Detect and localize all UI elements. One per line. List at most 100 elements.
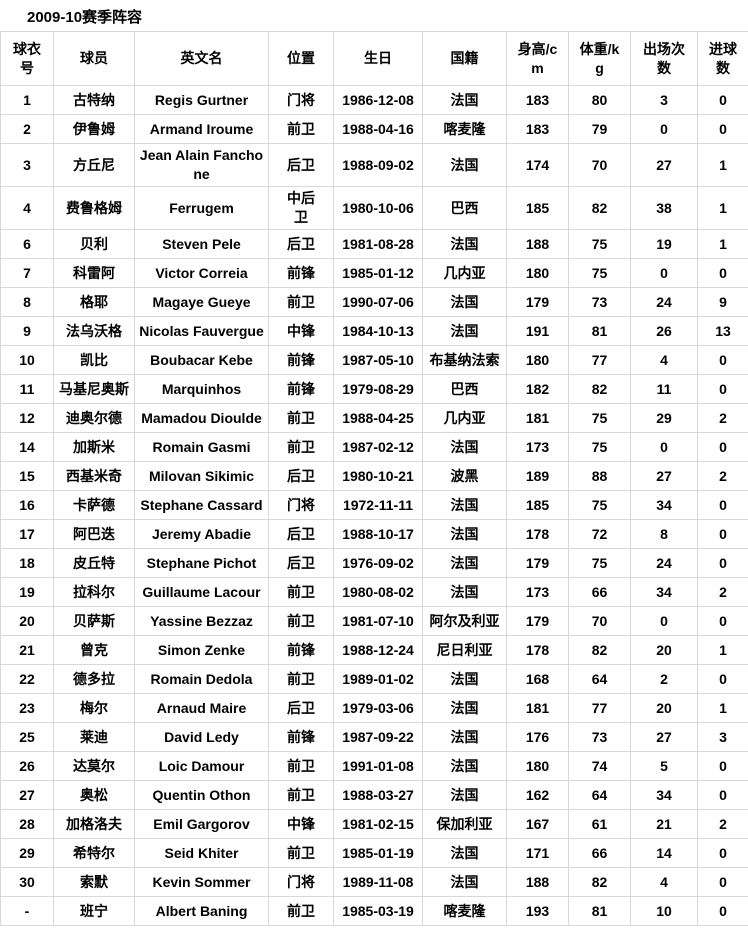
table-cell: 奥松 [53, 780, 135, 810]
table-cell: 24 [630, 548, 698, 578]
table-row: 18 皮丘特 Stephane Pichot 后卫 1976-09-02 法国 179 75 2… [0, 548, 748, 578]
table-cell-text: 前卫 [287, 786, 315, 803]
table-cell-text: 20 [19, 612, 35, 629]
table-cell: 曾克 [53, 635, 135, 665]
table-cell: 27 [0, 780, 54, 810]
table-cell: 前卫 [268, 896, 334, 926]
table-row: 12 迪奥尔德 Mamadou Dioulde 前卫 1988-04-25 几内亚 181 7… [0, 403, 748, 433]
table-cell-text: 38 [656, 199, 672, 216]
table-cell: 皮丘特 [53, 548, 135, 578]
table-cell-text: 0 [719, 380, 727, 397]
table-cell: 法国 [422, 143, 507, 187]
table-cell: 22 [0, 664, 54, 694]
table-cell-text: 保加利亚 [436, 815, 493, 832]
table-cell-text: 19 [656, 235, 672, 252]
table-cell: 26 [630, 316, 698, 346]
table-cell-text: 法国 [450, 583, 479, 600]
table-cell-text: 189 [525, 467, 550, 484]
table-row: 30 索默 Kevin Sommer 门将 1989-11-08 法国 188 82 4 0 [0, 867, 748, 897]
table-cell: 21 [630, 809, 698, 839]
table-cell-text: 法国 [450, 699, 479, 716]
table-cell-text: 11 [656, 380, 672, 397]
table-cell: 11 [0, 374, 54, 404]
table-cell: 23 [0, 693, 54, 723]
table-cell: 1985-03-19 [333, 896, 423, 926]
table-cell: 27 [630, 143, 698, 187]
table-cell-text: 梅尔 [80, 699, 108, 716]
table-cell-text: 27 [656, 156, 672, 173]
table-cell: 79 [568, 114, 631, 144]
table-cell: 0 [697, 519, 748, 549]
table-cell: 法国 [422, 751, 507, 781]
table-row: 7 科雷阿 Victor Correia 前锋 1985-01-12 几内亚 180 75 0 0 [0, 258, 748, 288]
table-cell: 19 [0, 577, 54, 607]
column-header: 球员 [53, 31, 135, 86]
table-cell: 178 [506, 519, 569, 549]
table-cell-text: 2 [719, 815, 727, 832]
table-cell-text: 1 [719, 156, 727, 173]
table-cell-text: 79 [591, 120, 608, 137]
table-cell: 法国 [422, 287, 507, 317]
table-cell-text: 0 [660, 612, 668, 629]
table-cell-text: 2 [719, 467, 727, 484]
table-cell-text: 3 [719, 728, 727, 745]
table-cell-text: 方丘尼 [73, 156, 115, 173]
table-cell: 77 [568, 693, 631, 723]
table-cell: 20 [630, 693, 698, 723]
table-cell-text: 64 [591, 670, 608, 687]
table-cell: 64 [568, 664, 631, 694]
table-cell: Ferrugem [134, 186, 269, 230]
table-cell-text: 183 [525, 120, 550, 137]
table-cell-text: Albert Baning [155, 902, 248, 919]
table-cell-text: 70 [591, 156, 608, 173]
table-cell: Boubacar Kebe [134, 345, 269, 375]
table-cell: Nicolas Fauvergue [134, 316, 269, 346]
table-cell-text: 前卫 [287, 120, 315, 137]
table-cell: 0 [697, 114, 748, 144]
table-row: 29 希特尔 Seid Khiter 前卫 1985-01-19 法国 171 66 14 0 [0, 838, 748, 868]
table-cell: 1988-12-24 [333, 635, 423, 665]
table-cell-text: 80 [591, 91, 608, 108]
table-cell-text: 10 [19, 351, 35, 368]
table-cell-text: 法国 [450, 91, 479, 108]
table-cell-text: 193 [525, 902, 550, 919]
table-cell: 181 [506, 403, 569, 433]
table-cell: 8 [630, 519, 698, 549]
table-cell: 75 [568, 258, 631, 288]
table-cell: 191 [506, 316, 569, 346]
table-cell-text: 24 [656, 554, 672, 571]
table-cell-text: Nicolas Fauvergue [139, 322, 264, 339]
table-cell: 34 [630, 577, 698, 607]
table-cell-text: 后卫 [287, 156, 315, 173]
table-cell-text: 181 [525, 409, 550, 426]
table-cell: Jean Alain Fanchone [134, 143, 269, 187]
table-cell-text: 1981-08-28 [342, 235, 414, 252]
table-cell: 卡萨德 [53, 490, 135, 520]
table-cell: 185 [506, 490, 569, 520]
table-cell: 1988-04-25 [333, 403, 423, 433]
table-cell-text: Regis Gurtner [154, 91, 249, 108]
table-cell-text: 0 [719, 496, 727, 513]
table-cell: 前锋 [268, 374, 334, 404]
table-cell-text: 1989-11-08 [342, 873, 414, 890]
table-cell: 科雷阿 [53, 258, 135, 288]
table-cell-text: 29 [656, 409, 672, 426]
table-cell: 1991-01-08 [333, 751, 423, 781]
table-cell: 0 [697, 85, 748, 115]
table-cell: 古特纳 [53, 85, 135, 115]
table-cell-text: 后卫 [287, 525, 315, 542]
table-cell: 1981-08-28 [333, 229, 423, 259]
table-cell: 0 [697, 548, 748, 578]
table-row: 6 贝利 Steven Pele 后卫 1981-08-28 法国 188 75 19 1 [0, 229, 748, 259]
table-cell: 181 [506, 693, 569, 723]
table-cell-text: 3 [660, 91, 668, 108]
table-cell-text: 9 [719, 293, 727, 310]
table-cell-text: 34 [656, 786, 672, 803]
table-cell-text: Armand Iroume [149, 120, 254, 137]
table-cell-text: 82 [591, 641, 608, 658]
table-cell: 4 [630, 867, 698, 897]
table-cell-text: 75 [591, 409, 608, 426]
table-cell-text: 卡萨德 [73, 496, 115, 513]
table-cell: 15 [0, 461, 54, 491]
table-cell-text: 168 [525, 670, 550, 687]
